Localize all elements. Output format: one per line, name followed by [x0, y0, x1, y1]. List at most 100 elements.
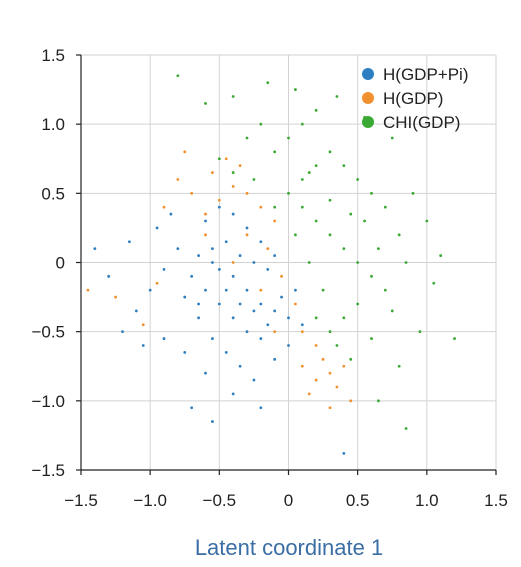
data-point	[335, 95, 339, 98]
data-point	[204, 371, 207, 375]
data-point	[273, 254, 277, 257]
data-point	[141, 344, 145, 347]
data-point	[183, 295, 187, 299]
data-point	[363, 219, 366, 223]
legend-marker	[362, 116, 374, 128]
data-point	[300, 364, 304, 368]
data-point	[314, 344, 318, 347]
data-point	[321, 357, 325, 361]
data-point	[231, 274, 235, 278]
x-axis-title: Latent coordinate 1	[195, 535, 383, 560]
data-point	[162, 337, 166, 340]
data-point	[273, 357, 277, 361]
data-point	[231, 392, 235, 396]
data-point	[342, 452, 346, 455]
data-point	[169, 212, 173, 216]
data-point	[128, 240, 131, 244]
y-tick-label: −1.5	[31, 461, 65, 480]
data-point	[273, 205, 277, 209]
data-point	[217, 268, 221, 271]
data-point	[266, 268, 270, 271]
x-tick-label: −1.5	[64, 491, 98, 510]
data-point	[204, 288, 207, 292]
data-point	[342, 316, 346, 320]
data-point	[155, 226, 159, 230]
data-point	[197, 316, 200, 320]
x-tick-label: −0.5	[203, 491, 237, 510]
data-point	[307, 171, 311, 174]
data-point	[231, 212, 235, 216]
data-point	[217, 302, 221, 306]
data-point	[294, 233, 297, 237]
data-point	[224, 240, 228, 244]
data-point	[204, 102, 207, 105]
data-point	[190, 191, 194, 195]
data-point	[383, 205, 387, 209]
data-point	[273, 309, 277, 313]
legend: H(GDP+Pi) H(GDP) CHI(GDP)	[362, 65, 468, 132]
data-point	[217, 205, 221, 209]
data-point	[245, 288, 249, 292]
data-point	[211, 337, 214, 340]
data-point	[294, 288, 297, 292]
data-point	[211, 261, 214, 264]
data-point	[300, 178, 304, 181]
legend-label: CHI(GDP)	[383, 113, 460, 132]
data-point	[211, 171, 214, 174]
data-point	[224, 351, 228, 354]
data-point	[453, 337, 456, 340]
data-point	[314, 164, 318, 168]
legend-marker	[362, 68, 374, 80]
data-point	[141, 323, 145, 327]
data-point	[370, 274, 373, 278]
legend-label: H(GDP)	[383, 89, 443, 108]
data-point	[370, 337, 373, 340]
data-point	[148, 288, 152, 292]
data-point	[342, 247, 346, 251]
data-point	[328, 330, 332, 334]
data-point	[328, 371, 332, 375]
data-point	[425, 219, 429, 223]
data-point	[280, 295, 283, 299]
data-point	[176, 74, 180, 78]
data-point	[259, 122, 263, 126]
data-point	[266, 247, 270, 251]
data-point	[314, 108, 318, 112]
data-point	[356, 178, 360, 181]
data-point	[252, 309, 256, 313]
data-point	[300, 122, 304, 126]
x-tick-label: 1.0	[415, 491, 439, 510]
data-point	[204, 233, 207, 237]
data-point	[93, 247, 97, 251]
data-point	[314, 378, 318, 382]
data-point	[231, 95, 235, 98]
data-point	[231, 171, 235, 174]
data-point	[328, 233, 332, 237]
data-point	[328, 198, 332, 202]
data-point	[328, 406, 332, 410]
y-tick-label: 0.5	[41, 184, 65, 203]
data-point	[245, 226, 249, 230]
data-point	[342, 164, 346, 168]
data-point	[287, 316, 290, 320]
data-point	[176, 247, 180, 251]
data-point	[245, 330, 249, 334]
data-point	[273, 150, 277, 154]
data-point	[328, 150, 332, 154]
data-point	[245, 233, 249, 237]
data-point	[107, 274, 111, 278]
x-tick-label: 0.5	[346, 491, 370, 510]
data-point	[377, 247, 380, 251]
data-point	[231, 185, 235, 188]
data-point	[335, 385, 339, 389]
data-point	[197, 254, 200, 257]
data-point	[349, 212, 353, 216]
data-point	[259, 288, 263, 292]
data-point	[377, 399, 380, 403]
legend-label: H(GDP+Pi)	[383, 65, 468, 84]
data-point	[86, 288, 90, 292]
data-point	[404, 261, 408, 264]
data-point	[259, 302, 263, 306]
data-point	[252, 261, 256, 264]
